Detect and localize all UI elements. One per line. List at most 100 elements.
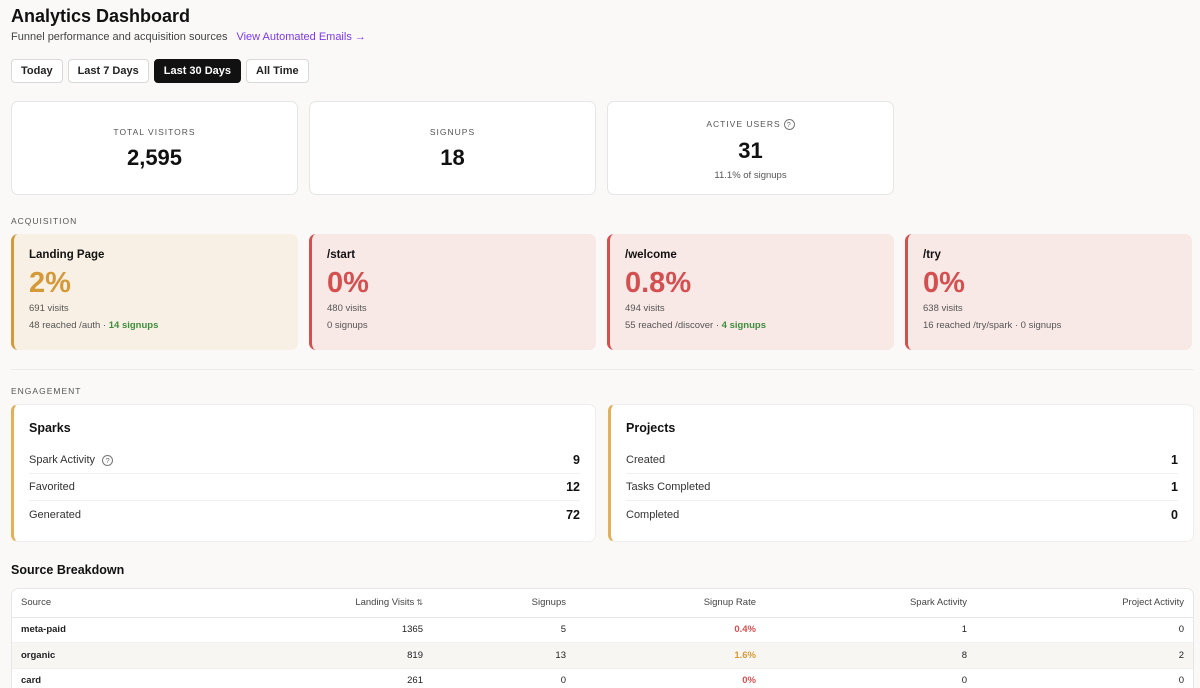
tab-last-7-days[interactable]: Last 7 Days	[67, 59, 149, 83]
table-row[interactable]: organic 819 13 1.6% 8 2	[12, 642, 1193, 668]
project-activity-cell: 2	[1178, 649, 1184, 661]
page-subtitle: Funnel performance and acquisition sourc…	[11, 31, 366, 43]
engagement-section-label: Engagement	[11, 386, 82, 396]
signups-card: Signups 18	[309, 101, 596, 195]
section-divider	[11, 369, 1194, 370]
metric-label: Generated	[29, 508, 81, 521]
column-header-signups[interactable]: Signups	[432, 589, 575, 618]
page-title: Analytics Dashboard	[11, 6, 191, 26]
signups-cell: 0	[560, 675, 566, 687]
metric-label: Tasks Completed	[626, 481, 711, 493]
conversion-rate: 2%	[29, 267, 71, 299]
source-breakdown-title: Source Breakdown	[11, 563, 125, 577]
landing-visits-label: Landing Visits	[355, 597, 415, 609]
spark-activity-cell: 8	[961, 649, 967, 661]
sparks-metrics: Spark Activity? 9 Favorited 12 Generated…	[29, 447, 580, 528]
funnel-detail: 55 reached /discover · 4 signups	[625, 320, 894, 331]
stat-label: Total Visitors	[113, 127, 196, 137]
tab-today[interactable]: Today	[11, 59, 63, 83]
stat-value: 2,595	[126, 145, 183, 170]
table-row[interactable]: meta-paid 1365 5 0.4% 1 0	[12, 617, 1193, 643]
signup-rate-cell: 0%	[742, 675, 756, 687]
stat-value: 31	[738, 138, 763, 164]
conversion-rate: 0%	[923, 267, 965, 299]
acquisition-name: /welcome	[625, 249, 677, 261]
metric-value: 72	[566, 507, 580, 522]
source-breakdown-table: Source Landing Visits ⇅ Signups Signup Ra…	[11, 588, 1194, 688]
funnel-detail: 48 reached /auth · 14 signups	[29, 320, 298, 331]
acquisition-card-try: /try 0% 638 visits 16 reached /try/spark…	[905, 234, 1192, 350]
reached-text: 48 reached /auth ·	[29, 320, 109, 331]
acquisition-card-start: /start 0% 480 visits 0 signups	[309, 234, 596, 350]
conversion-rate: 0.8%	[625, 267, 692, 299]
funnel-detail: 16 reached /try/spark · 0 signups	[923, 320, 1192, 331]
signup-rate-cell: 1.6%	[734, 649, 756, 661]
view-automated-emails-link[interactable]: View Automated Emails →	[236, 31, 366, 43]
landing-visits-cell: 819	[407, 649, 423, 661]
column-header-source[interactable]: Source	[12, 589, 152, 618]
stat-subtext: 11.1% of signups	[714, 170, 787, 182]
funnel-detail: 0 signups	[327, 320, 596, 331]
stat-label: Signups	[429, 127, 476, 137]
stat-value: 18	[440, 145, 465, 170]
metric-row: Tasks Completed 1	[626, 474, 1178, 501]
projects-metrics: Created 1 Tasks Completed 1 Completed 0	[626, 447, 1178, 528]
metric-row: Completed 0	[626, 501, 1178, 528]
signups-cell: 13	[555, 649, 566, 661]
project-activity-cell: 0	[1178, 624, 1184, 636]
spark-activity-cell: 1	[961, 624, 967, 636]
question-circle-icon[interactable]: ?	[102, 454, 114, 466]
subtitle-text: Funnel performance and acquisition sourc…	[11, 31, 228, 43]
spark-activity-cell: 0	[961, 675, 967, 687]
sort-icon[interactable]: ⇅	[416, 598, 423, 608]
metric-label: Created	[626, 454, 666, 466]
acquisition-card-welcome: /welcome 0.8% 494 visits 55 reached /dis…	[607, 234, 894, 350]
metric-row: Spark Activity? 9	[29, 447, 580, 474]
metric-value: 1	[1171, 480, 1178, 494]
acquisition-name: /try	[923, 249, 941, 261]
sparks-card: Sparks Spark Activity? 9 Favorited 12 Ge…	[11, 404, 596, 542]
signups-count: 14 signups	[108, 320, 159, 331]
reached-text: 16 reached /try/spark · 0 signups	[923, 320, 1062, 331]
acquisition-card-landing-page: Landing Page 2% 691 visits 48 reached /a…	[11, 234, 298, 350]
column-header-landing-visits[interactable]: Landing Visits ⇅	[152, 589, 432, 618]
sparks-title: Sparks	[29, 421, 71, 435]
signups-count: 4 signups	[721, 320, 766, 331]
date-range-tabs: Today Last 7 Days Last 30 Days All Time	[11, 59, 309, 83]
tab-all-time[interactable]: All Time	[246, 59, 309, 83]
question-circle-icon[interactable]: ?	[783, 119, 795, 131]
metric-value: 9	[573, 453, 580, 467]
signup-rate-cell: 0.4%	[734, 624, 756, 636]
column-header-spark-activity[interactable]: Spark Activity	[765, 589, 976, 618]
metric-label: Spark Activity?	[29, 454, 114, 466]
metric-row: Generated 72	[29, 501, 580, 528]
metric-label: Completed	[626, 508, 680, 521]
signups-cell: 5	[560, 624, 566, 636]
source-cell: organic	[21, 649, 56, 661]
acquisition-name: /start	[327, 249, 356, 261]
projects-title: Projects	[626, 421, 676, 435]
reached-text: 0 signups	[327, 320, 368, 331]
source-cell: card	[21, 675, 42, 687]
visits-count: 480 visits	[327, 303, 367, 314]
metric-row: Created 1	[626, 447, 1178, 474]
acquisition-section-label: Acquisition	[11, 216, 78, 226]
tab-last-30-days[interactable]: Last 30 Days	[153, 59, 241, 83]
metric-label: Favorited	[29, 481, 75, 493]
visits-count: 494 visits	[625, 303, 665, 314]
metric-value: 1	[1171, 453, 1178, 467]
metric-value: 0	[1171, 507, 1178, 522]
column-header-project-activity[interactable]: Project Activity	[976, 589, 1193, 618]
total-visitors-card: Total Visitors 2,595	[11, 101, 298, 195]
active-users-label: Active Users	[706, 119, 781, 129]
visits-count: 638 visits	[923, 303, 963, 314]
conversion-rate: 0%	[327, 267, 369, 299]
active-users-card: Active Users? 31 11.1% of signups	[607, 101, 894, 195]
table-row[interactable]: card 261 0 0% 0 0	[12, 668, 1193, 688]
metric-value: 12	[566, 480, 580, 494]
landing-visits-cell: 261	[407, 675, 423, 687]
metric-row: Favorited 12	[29, 474, 580, 501]
column-header-signup-rate[interactable]: Signup Rate	[575, 589, 765, 618]
projects-card: Projects Created 1 Tasks Completed 1 Com…	[608, 404, 1194, 542]
visits-count: 691 visits	[29, 303, 69, 314]
